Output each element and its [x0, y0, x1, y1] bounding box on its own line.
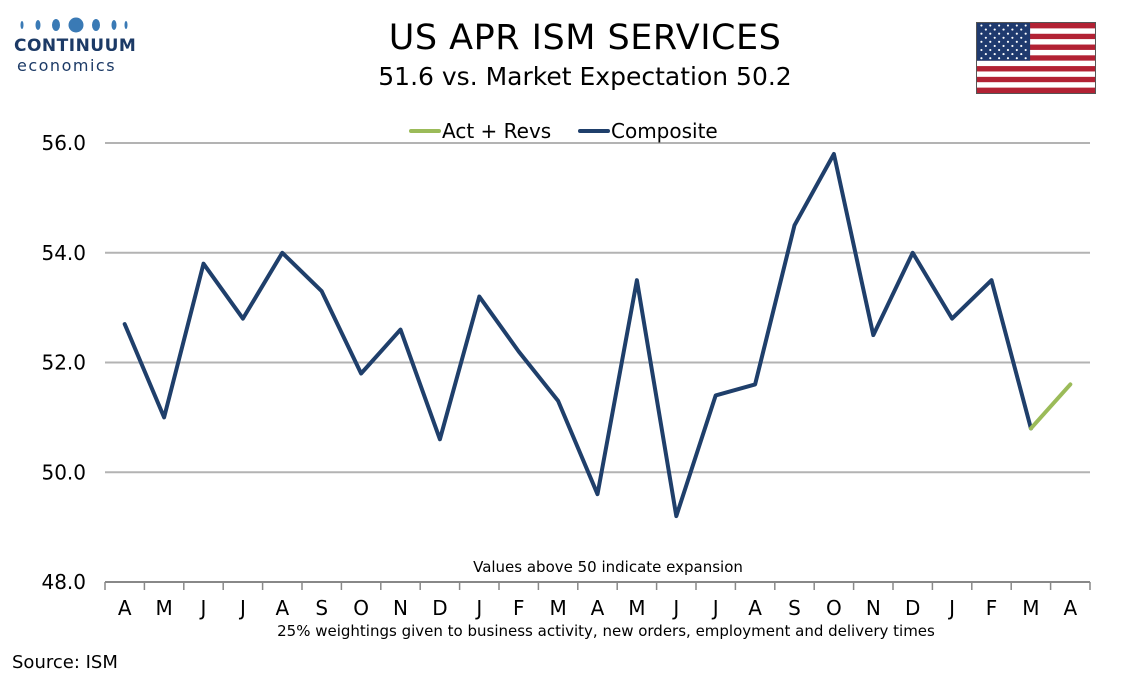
x-tick-label: N [393, 596, 408, 620]
y-tick-label: 52.0 [41, 351, 86, 375]
x-tick-label: A [118, 596, 132, 620]
x-tick-label: D [432, 596, 447, 620]
logo-wordmark: CONTINUUM [14, 36, 137, 56]
y-tick-label: 54.0 [41, 241, 86, 265]
x-tick-label: N [866, 596, 881, 620]
us-flag-icon [976, 22, 1096, 94]
x-tick-label: D [905, 596, 920, 620]
x-tick-label: J [474, 596, 482, 620]
y-tick-label: 50.0 [41, 460, 86, 484]
x-tick-label: M [1022, 596, 1039, 620]
logo-dots-icon [20, 17, 128, 33]
legend-label: Composite [611, 119, 718, 143]
chart-note-expansion: Values above 50 indicate expansion [473, 558, 743, 576]
series-line-act-revs [1028, 382, 1073, 431]
x-tick-label: S [315, 596, 328, 620]
legend-label: Act + Revs [442, 119, 551, 143]
chart-note-weightings: 25% weightings given to business activit… [277, 622, 935, 640]
x-tick-label: O [826, 596, 842, 620]
x-tick-label: S [788, 596, 801, 620]
series-line-composite [122, 152, 1033, 519]
x-tick-label: J [199, 596, 207, 620]
x-tick-label: J [711, 596, 719, 620]
x-tick-label: M [549, 596, 566, 620]
x-tick-label: A [591, 596, 605, 620]
x-tick-label: F [986, 596, 998, 620]
x-tick-label: J [947, 596, 955, 620]
x-tick-label: J [238, 596, 246, 620]
y-tick-label: 48.0 [41, 570, 86, 594]
x-tick-label: A [748, 596, 762, 620]
chart-subtitle: 51.6 vs. Market Expectation 50.2 [378, 62, 792, 91]
chart-title: US APR ISM SERVICES [388, 18, 782, 58]
x-tick-label: M [628, 596, 645, 620]
x-tick-label: A [1063, 596, 1077, 620]
x-tick-label: M [155, 596, 172, 620]
x-tick-label: O [353, 596, 369, 620]
x-tick-label: J [671, 596, 679, 620]
source-label: Source: ISM [12, 652, 118, 673]
x-tick-label: A [275, 596, 289, 620]
logo-subtext: economics [17, 56, 117, 75]
x-tick-label: F [513, 596, 525, 620]
continuum-logo: CONTINUUM economics [14, 14, 137, 76]
y-tick-label: 56.0 [41, 131, 86, 155]
